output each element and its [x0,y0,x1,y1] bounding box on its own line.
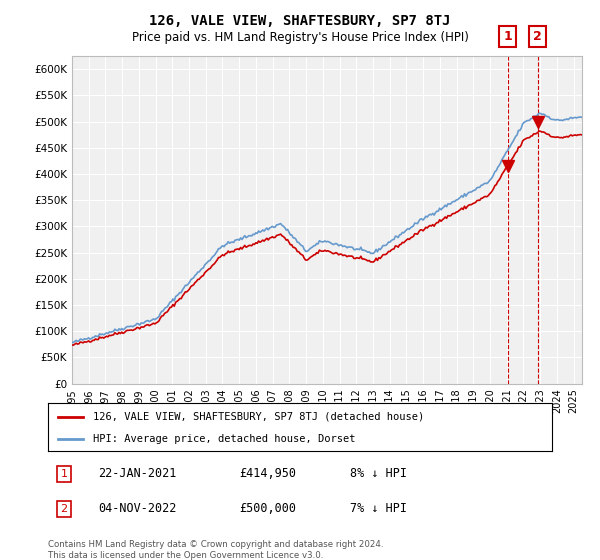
Text: Price paid vs. HM Land Registry's House Price Index (HPI): Price paid vs. HM Land Registry's House … [131,31,469,44]
Text: 2: 2 [61,504,68,514]
Text: 22-JAN-2021: 22-JAN-2021 [98,468,177,480]
Text: 1: 1 [61,469,68,479]
Text: Contains HM Land Registry data © Crown copyright and database right 2024.
This d: Contains HM Land Registry data © Crown c… [48,540,383,560]
Text: 2: 2 [533,30,542,43]
Text: 126, VALE VIEW, SHAFTESBURY, SP7 8TJ: 126, VALE VIEW, SHAFTESBURY, SP7 8TJ [149,14,451,28]
Text: 04-NOV-2022: 04-NOV-2022 [98,502,177,515]
Text: 7% ↓ HPI: 7% ↓ HPI [350,502,407,515]
Text: 1: 1 [503,30,512,43]
Text: £500,000: £500,000 [239,502,296,515]
Text: £414,950: £414,950 [239,468,296,480]
Text: 126, VALE VIEW, SHAFTESBURY, SP7 8TJ (detached house): 126, VALE VIEW, SHAFTESBURY, SP7 8TJ (de… [94,412,425,422]
Text: 8% ↓ HPI: 8% ↓ HPI [350,468,407,480]
Text: HPI: Average price, detached house, Dorset: HPI: Average price, detached house, Dors… [94,434,356,444]
